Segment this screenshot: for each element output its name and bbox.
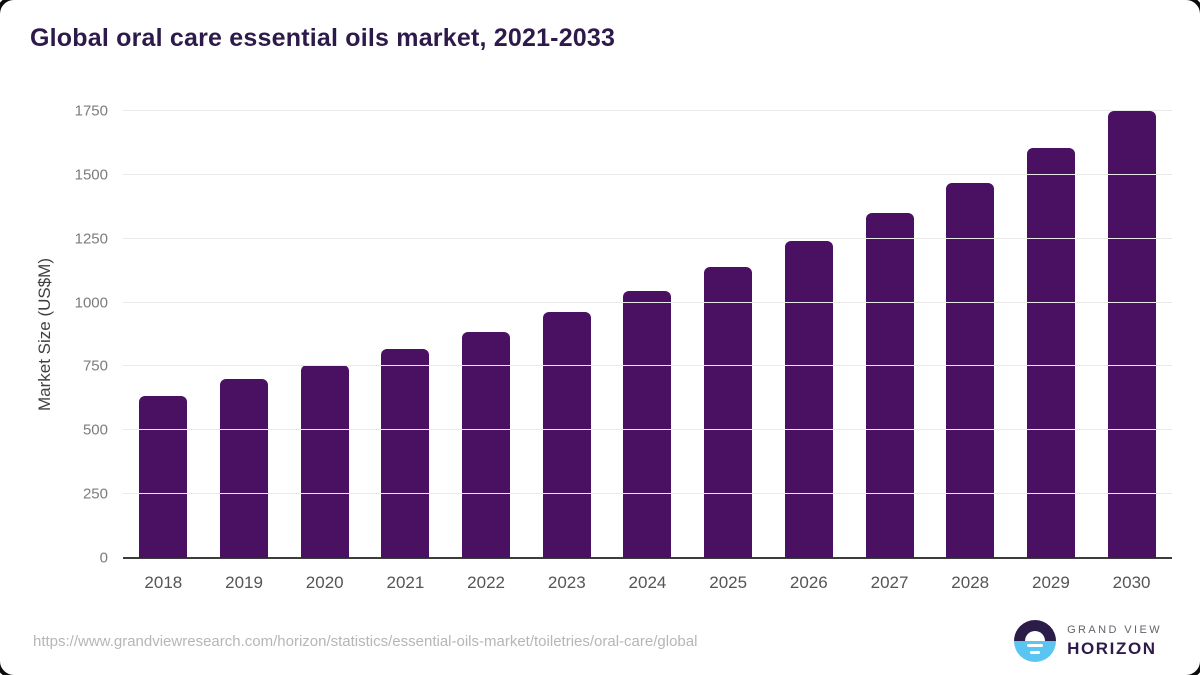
bar-slot-2029	[1011, 111, 1092, 558]
y-tick-label-500: 500	[82, 421, 108, 439]
source-url: https://www.grandviewresearch.com/horizo…	[33, 632, 698, 650]
y-tick-label-1750: 1750	[74, 102, 108, 120]
bar-slot-2026	[769, 111, 850, 558]
brand-logo: GRAND VIEW HORIZON	[1014, 620, 1162, 662]
bar-slot-2028	[930, 111, 1011, 558]
chart-title: Global oral care essential oils market, …	[30, 24, 616, 52]
gridline-250	[123, 493, 1172, 495]
sun-icon	[1025, 631, 1046, 641]
bars-container	[123, 111, 1172, 558]
bar-2025	[704, 267, 753, 558]
bar-slot-2021	[365, 111, 446, 558]
footer: https://www.grandviewresearch.com/horizo…	[33, 617, 1162, 665]
x-tick-label-2029: 2029	[1031, 573, 1070, 592]
logo-product-name: HORIZON	[1067, 638, 1157, 658]
y-tick-label-1000: 1000	[74, 294, 108, 312]
bar-2019	[220, 379, 269, 558]
gridline-1250	[123, 237, 1172, 239]
y-tick-label-1500: 1500	[74, 166, 108, 184]
y-tick-label-1250: 1250	[74, 230, 108, 248]
bar-2020	[300, 364, 349, 558]
logo-text: GRAND VIEW HORIZON	[1067, 624, 1162, 659]
x-tick-label-2020: 2020	[305, 573, 344, 592]
bar-slot-2023	[526, 111, 607, 558]
gridline-1500	[123, 173, 1172, 175]
bar-2026	[784, 241, 833, 558]
x-tick-label-2018: 2018	[144, 573, 183, 592]
y-tick-label-0: 0	[99, 549, 108, 567]
bar-2024	[623, 291, 672, 558]
plot-area: 2018 2019 2020 2021 2022 2023 2024 2025 2026 2027…	[75, 103, 1172, 592]
bar-slot-2018	[123, 111, 204, 558]
bar-2018	[139, 395, 188, 558]
bar-2022	[462, 332, 511, 558]
bar-2023	[542, 312, 591, 558]
bar-slot-2019	[204, 111, 285, 558]
x-tick-label-2019: 2019	[225, 573, 263, 592]
y-tick-label-250: 250	[82, 485, 108, 503]
x-tick-label-2027: 2027	[870, 573, 909, 592]
x-tick-label-2023: 2023	[547, 573, 586, 592]
gridline-1750	[123, 110, 1172, 111]
logo-brand-name: GRAND VIEW	[1067, 623, 1162, 636]
bar-2027	[865, 212, 914, 558]
bar-2030	[1107, 111, 1156, 558]
bar-slot-2022	[446, 111, 527, 558]
x-tick-label-2022: 2022	[467, 573, 505, 592]
bar-slot-2025	[688, 111, 769, 558]
x-tick-label-2021: 2021	[386, 573, 425, 592]
x-tick-label-2025: 2025	[709, 573, 748, 592]
y-axis-title: Market Size (US$M)	[35, 257, 54, 412]
gridline-750	[123, 365, 1172, 367]
x-axis-labels: 2018 2019 2020 2021 2022 2023 2024 2025 2026 2027…	[123, 573, 1172, 593]
bar-2021	[381, 348, 430, 558]
x-tick-label-2024: 2024	[628, 573, 667, 592]
x-tick-label-2028: 2028	[951, 573, 990, 592]
bar-slot-2030	[1091, 111, 1172, 558]
bar-slot-2020	[284, 111, 365, 558]
gridline-500	[123, 429, 1172, 431]
gridline-1000	[123, 301, 1172, 303]
y-tick-label-750: 750	[82, 357, 108, 375]
bar-slot-2027	[849, 111, 930, 558]
horizon-sunrise-logo-icon	[1014, 620, 1057, 662]
bar-2029	[1026, 148, 1075, 558]
x-tick-label-2026: 2026	[789, 573, 828, 592]
x-axis-line	[123, 557, 1172, 559]
x-tick-label-2030: 2030	[1112, 573, 1151, 592]
y-axis-title-container: Market Size (US$M)	[15, 111, 75, 558]
bar-slot-2024	[607, 111, 688, 558]
bar-2028	[946, 182, 995, 558]
